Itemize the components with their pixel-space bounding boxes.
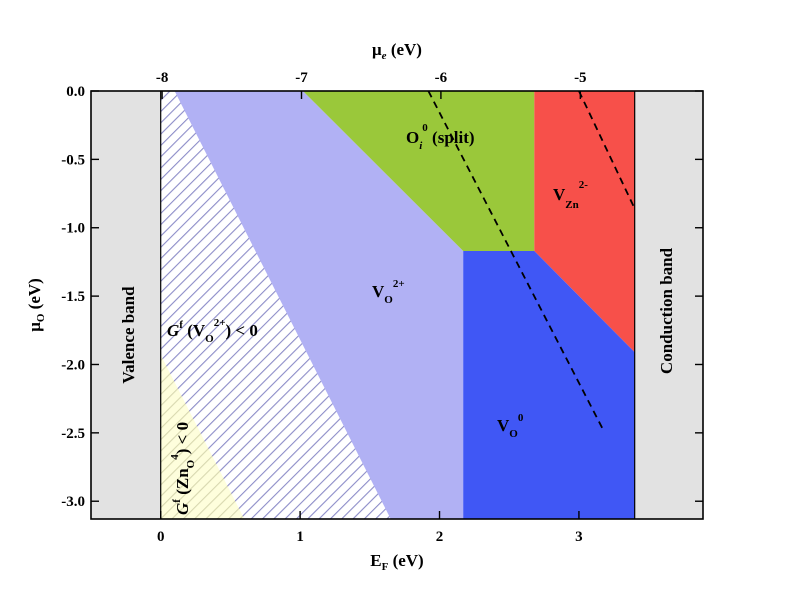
plot-area <box>91 91 703 519</box>
valence-band <box>91 91 161 519</box>
y-tick-label: -3.0 <box>61 494 85 510</box>
y-tick-label: -2.5 <box>61 426 85 442</box>
dashed-line-2 <box>578 91 636 209</box>
conduction-band-label: Conduction band <box>657 247 676 374</box>
axes: 0 1 2 3 -8 -7 -6 -5 0.0 -0.5 -1.0 -1.5 -2.0 -2.5 -3.0 <box>61 70 703 545</box>
vo0-region-label: VO0 <box>497 412 524 440</box>
oi0-region-label: Oi0 (split) <box>406 122 475 152</box>
oi0-region <box>302 91 535 251</box>
vzn2minus-region-label: VZn2- <box>553 179 588 211</box>
gf_zno4_negative-hatched-region <box>160 354 245 519</box>
vo0-region <box>463 251 635 519</box>
top-tick-label: -7 <box>295 70 308 86</box>
top-axis-title: μe (eV) <box>372 40 422 62</box>
x-tick-label: 2 <box>436 529 444 545</box>
x-axis-title: EF (eV) <box>370 551 423 573</box>
gf_vo2plus_negative-hatched-region <box>160 91 391 519</box>
vo2plus-region-label: VO2+ <box>372 278 405 306</box>
top-tick-label: -6 <box>435 70 448 86</box>
valence-band-label: Valence band <box>119 286 138 384</box>
gf-vo2plus-label: Gf (VO2+) < 0 <box>167 317 258 345</box>
y-tick-label: -1.5 <box>61 289 85 305</box>
top-tick-label: -8 <box>156 70 169 86</box>
y-tick-label: -1.0 <box>61 221 85 237</box>
conduction-band <box>634 91 703 519</box>
gf-zno4-label: Gf (ZnO4) < 0 <box>169 422 197 515</box>
top-tick-label: -5 <box>574 70 587 86</box>
dashed-line-1 <box>427 91 604 430</box>
x-tick-label: 0 <box>157 529 165 545</box>
y-axis-title: μO (eV) <box>25 278 47 332</box>
y-tick-label: -0.5 <box>61 152 85 168</box>
plot-frame <box>90 90 704 520</box>
x-tick-label: 1 <box>296 529 304 545</box>
y-tick-label: -2.0 <box>61 357 85 373</box>
x-tick-label: 3 <box>575 529 583 545</box>
y-tick-label: 0.0 <box>66 84 85 100</box>
